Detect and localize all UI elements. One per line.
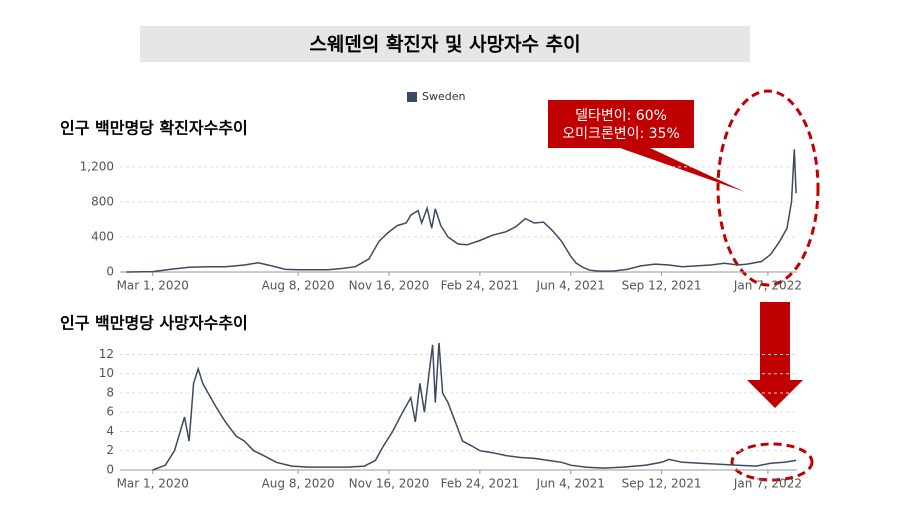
- x-tick-label: Feb 24, 2021: [441, 279, 520, 293]
- chart-title: 인구 백만명당 확진자수추이: [60, 119, 248, 138]
- down-arrow: [747, 302, 803, 408]
- y-tick-label: 0: [106, 463, 114, 477]
- y-tick-label: 400: [91, 229, 114, 243]
- x-tick-label: Aug 8, 2020: [262, 477, 335, 491]
- highlight-ellipse: [716, 89, 820, 287]
- x-tick-label: Sep 12, 2021: [622, 279, 702, 293]
- y-tick-label: 800: [91, 194, 114, 208]
- y-tick-label: 1,200: [80, 159, 114, 173]
- annotation: 델타변이: 60%: [575, 108, 667, 124]
- x-tick-label: Sep 12, 2021: [622, 477, 702, 491]
- x-tick-label: Feb 24, 2021: [441, 477, 520, 491]
- data-line: [126, 149, 797, 273]
- x-tick-label: Jun 4, 2021: [536, 279, 605, 293]
- data-line: [152, 342, 797, 471]
- y-tick-label: 0: [106, 265, 114, 279]
- legend-label: Sweden: [422, 90, 465, 103]
- y-tick-label: 8: [106, 385, 114, 399]
- x-tick-label: Mar 1, 2020: [117, 477, 189, 491]
- y-tick-label: 12: [99, 347, 114, 361]
- y-tick-label: 2: [106, 443, 114, 457]
- y-tick-label: 4: [106, 424, 114, 438]
- legend-swatch: [407, 92, 417, 102]
- x-tick-label: Jun 4, 2021: [536, 477, 605, 491]
- y-tick-label: 10: [99, 366, 114, 380]
- y-tick-label: 6: [106, 405, 114, 419]
- x-tick-label: Jan 7, 2022: [733, 477, 802, 491]
- x-tick-label: Jan 7, 2022: [733, 279, 802, 293]
- annotation: 오미크론변이: 35%: [562, 126, 680, 142]
- chart-title: 인구 백만명당 사망자수추이: [60, 314, 248, 333]
- slide-title: 스웨덴의 확진자 및 사망자수 추이: [309, 33, 580, 56]
- highlight-ellipse: [730, 442, 814, 482]
- x-tick-label: Mar 1, 2020: [117, 279, 189, 293]
- title-bar: [140, 26, 750, 62]
- x-tick-label: Nov 16, 2020: [349, 279, 430, 293]
- x-tick-label: Aug 8, 2020: [262, 279, 335, 293]
- callout: [548, 100, 745, 192]
- x-tick-label: Nov 16, 2020: [349, 477, 430, 491]
